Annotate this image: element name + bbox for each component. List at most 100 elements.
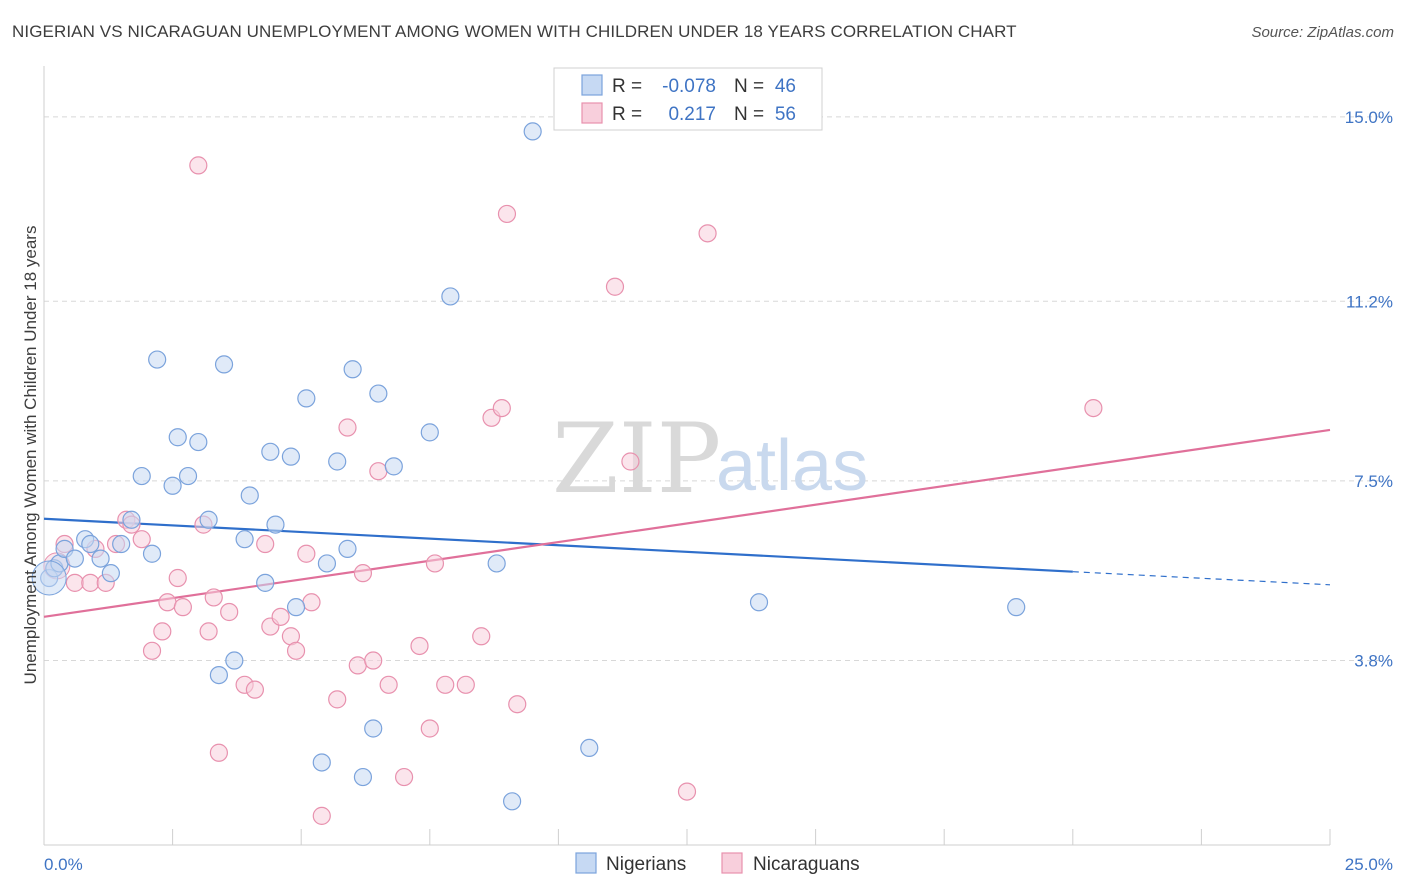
nicaraguan-point — [497, 204, 517, 224]
legend-n-value-nigerians: 46 — [775, 76, 796, 97]
nigerian-trend-extension — [1072, 571, 1331, 586]
nicaraguan-point — [364, 651, 383, 670]
legend-swatch-nicaraguans — [581, 102, 603, 124]
bottom-legend-swatch-nicaraguans — [721, 852, 743, 874]
nigerian-point — [189, 432, 208, 452]
nicaraguan-point — [348, 656, 367, 675]
nigerian-trend-line — [43, 517, 1073, 573]
nigerian-point — [312, 753, 331, 772]
nigerian-point — [112, 534, 131, 554]
nicaraguan-point — [286, 641, 306, 660]
nicaraguan-point — [199, 622, 218, 641]
legend-r-value-nigerians: -0.078 — [662, 76, 716, 97]
y-tick-label: 11.2% — [1346, 292, 1393, 311]
nicaraguan-point — [312, 806, 331, 825]
y-tick-labels: 3.8% 7.5% 11.2% 15.0% — [1345, 108, 1393, 671]
nigerian-point — [256, 573, 275, 592]
legend-n-value-nicaraguans: 56 — [775, 104, 796, 125]
nigerian-point — [580, 738, 599, 758]
nigerian-point — [384, 457, 403, 476]
nigerian-point — [364, 719, 383, 738]
nicaraguan-point — [394, 767, 414, 787]
nicaraguan-point — [65, 573, 84, 592]
legend-r-label-nicaraguans: R = — [612, 104, 642, 125]
grid-lines — [44, 116, 1393, 662]
nicaraguan-point — [297, 544, 316, 563]
nigerian-point — [328, 452, 347, 471]
nigerian-point — [214, 355, 234, 374]
watermark-atlas: atlas — [716, 426, 868, 506]
nicaraguan-point — [81, 573, 100, 592]
nicaraguan-point — [245, 680, 265, 699]
legend-n-label-nicaraguans: N = — [734, 104, 764, 125]
nigerian-point — [209, 665, 228, 685]
nigerian-point — [148, 350, 167, 369]
nicaraguan-point — [677, 782, 697, 801]
nicaraguan-point — [302, 593, 321, 612]
nigerian-point — [1007, 598, 1026, 617]
nigerian-point — [286, 598, 306, 617]
bottom-legend-swatch-nigerians — [575, 852, 597, 874]
nicaraguan-point — [472, 627, 491, 646]
nicaraguan-point — [621, 452, 640, 471]
nicaraguan-point — [605, 277, 625, 296]
nicaraguan-point — [1084, 399, 1103, 418]
nigerian-point — [503, 792, 522, 811]
nicaraguan-point — [508, 695, 527, 714]
y-tick-label: 7.5% — [1354, 472, 1393, 491]
nigerian-point — [343, 360, 362, 379]
nicaraguan-point — [420, 719, 439, 738]
nigerian-point — [235, 530, 254, 549]
nicaraguan-point — [168, 568, 187, 588]
nigerian-point — [240, 486, 259, 505]
nigerian-point — [420, 423, 439, 442]
legend-bottom: Nigerians Nicaraguans — [575, 852, 860, 875]
source-label: Source: ZipAtlas.com — [1251, 24, 1394, 41]
nicaraguan-point — [256, 534, 275, 554]
bottom-legend-label-nicaraguans: Nicaraguans — [753, 854, 860, 875]
nicaraguan-point — [132, 530, 151, 549]
nicaraguan-point — [209, 743, 228, 762]
nicaraguan-point — [204, 588, 223, 607]
nicaraguan-point — [173, 598, 192, 617]
nicaraguan-point — [379, 675, 398, 694]
nigerian-point — [101, 564, 120, 583]
nicaraguan-point — [492, 399, 511, 418]
nicaraguan-point — [142, 641, 162, 660]
nicaraguan-point — [220, 602, 239, 622]
nicaraguan-point — [153, 622, 172, 641]
legend-n-label-nigerians: N = — [734, 76, 764, 97]
nigerian-point — [142, 544, 162, 563]
nigerian-point — [487, 554, 506, 573]
nigerian-point — [353, 767, 373, 787]
nicaraguan-point — [369, 462, 388, 481]
nicaraguan-point — [189, 156, 208, 175]
nigerian-points — [31, 122, 1026, 811]
x-tick-label-max: 25.0% — [1345, 855, 1393, 874]
nigerian-point — [338, 539, 357, 558]
legend-r-value-nicaraguans: 0.217 — [668, 104, 716, 125]
nigerian-point — [178, 466, 198, 486]
nigerian-point — [749, 593, 769, 612]
nicaraguan-point — [425, 554, 445, 573]
nigerian-point — [91, 549, 110, 568]
y-axis-title: Unemployment Among Women with Children U… — [21, 226, 40, 685]
nigerian-point — [168, 428, 187, 447]
nigerian-point — [523, 122, 542, 141]
nigerian-point — [225, 651, 244, 670]
nigerian-point — [81, 534, 100, 554]
nigerian-point — [65, 549, 84, 568]
y-tick-label: 15.0% — [1345, 108, 1393, 127]
y-tick-label: 3.8% — [1354, 652, 1393, 671]
nicaraguan-point — [158, 593, 177, 612]
nicaraguan-point — [436, 675, 455, 694]
nicaraguan-point — [456, 675, 475, 694]
x-tick-label-min: 0.0% — [44, 855, 83, 874]
nigerian-point — [297, 389, 316, 408]
nicaraguan-point — [698, 224, 717, 243]
axes — [43, 66, 1331, 846]
legend-top: R = -0.078 N = 46 R = 0.217 N = 56 — [553, 67, 823, 131]
chart-title: NIGERIAN VS NICARAGUAN UNEMPLOYMENT AMON… — [12, 22, 1017, 41]
legend-swatch-nigerians — [581, 74, 603, 96]
